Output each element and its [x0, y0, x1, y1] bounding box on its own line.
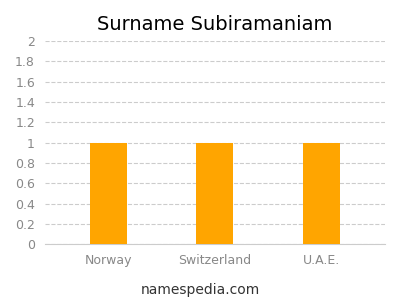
Bar — [90, 143, 127, 244]
Text: namespedia.com: namespedia.com — [140, 283, 260, 297]
Bar — [196, 143, 234, 244]
Bar — [302, 143, 340, 244]
Title: Surname Subiramaniam: Surname Subiramaniam — [97, 15, 332, 34]
